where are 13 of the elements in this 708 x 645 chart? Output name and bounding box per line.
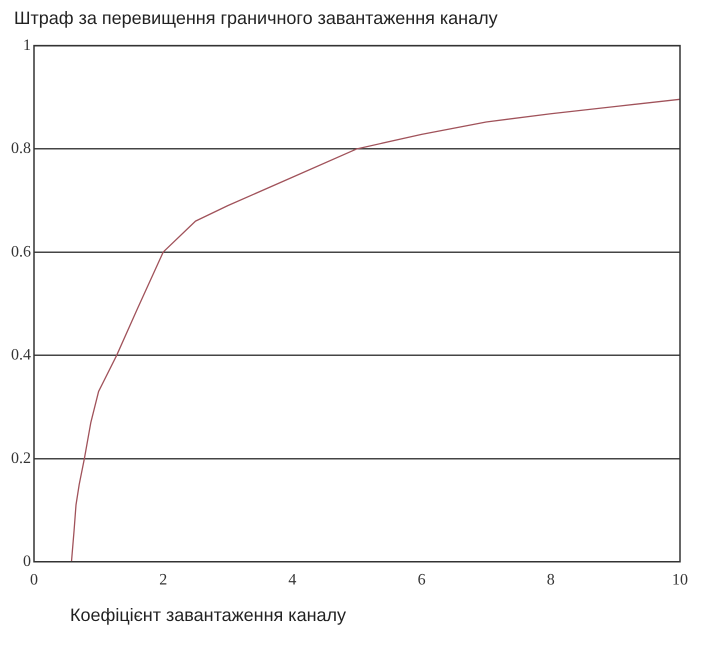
x-tick-label: 2: [159, 572, 168, 589]
x-tick-label: 6: [418, 572, 426, 589]
y-tick-label: 1: [23, 36, 31, 54]
x-tick-label: 4: [288, 572, 296, 589]
y-tick-label: 0.8: [11, 140, 31, 158]
y-tick-label: 0: [23, 553, 31, 570]
x-tick-label: 10: [672, 572, 688, 589]
y-tick-label: 0.6: [11, 243, 31, 260]
x-tick-label: 8: [546, 572, 555, 589]
y-tick-label: 0.4: [11, 346, 31, 364]
chart-title: Штраф за перевищення граничного завантаження каналу: [14, 8, 499, 29]
y-tick-label: 0.2: [11, 450, 31, 467]
x-axis-title: Коефіцієнт завантаження каналу: [70, 605, 348, 626]
